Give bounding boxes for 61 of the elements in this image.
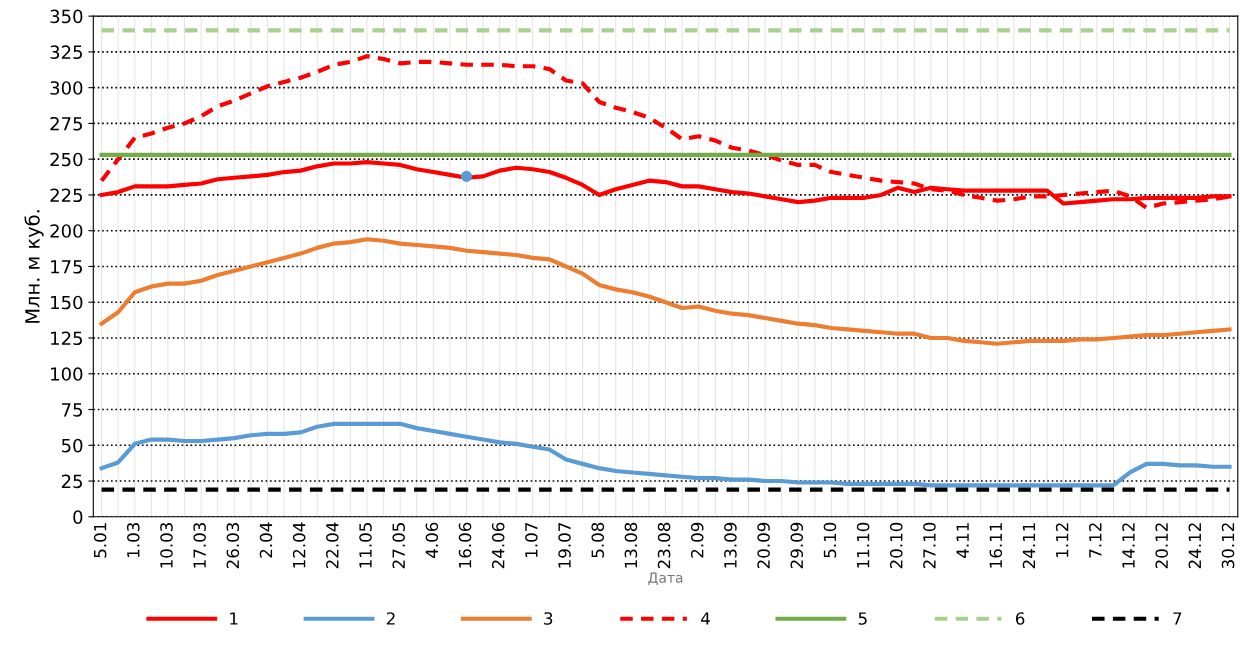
y-tick-label: 25	[61, 474, 82, 489]
x-tick-label: 13.09	[724, 522, 737, 568]
y-tick-label: 300	[50, 81, 83, 95]
y-tick-label: 275	[50, 116, 82, 131]
x-tick-label: 30.12	[1221, 523, 1235, 569]
x-tick-label: 4.06	[425, 522, 439, 558]
x-tick-label: 2.09	[690, 522, 704, 558]
legend-label: 5	[858, 612, 867, 625]
x-tick-label: 20.12	[1155, 523, 1168, 569]
legend-label: 7	[1173, 612, 1182, 625]
x-tick-label: 11.05	[359, 523, 372, 568]
x-tick-label: 27.05	[392, 523, 405, 569]
legend-label: 1	[230, 612, 238, 625]
y-tick-label: 250	[50, 152, 83, 167]
x-tick-label: 20.09	[757, 522, 770, 569]
x-tick-label: 13.08	[624, 522, 638, 568]
legend-label: 6	[1015, 612, 1025, 625]
x-tick-label: 5.10	[823, 522, 837, 558]
x-tick-label: 17.03	[193, 523, 206, 568]
y-axis-title: Млн. м куб.	[24, 210, 44, 323]
x-tick-label: 1.07	[525, 523, 538, 557]
x-tick-label: 12.04	[292, 522, 306, 568]
legend-label: 4	[701, 612, 710, 625]
x-tick-label: 1.12	[1055, 523, 1069, 557]
x-tick-label: 10.03	[160, 523, 173, 568]
x-tick-label: 26.03	[226, 523, 240, 569]
y-tick-label: 75	[62, 403, 82, 417]
x-tick-label: 16.06	[458, 522, 472, 568]
y-tick-label: 100	[51, 367, 83, 381]
x-tick-label: 5.08	[591, 522, 605, 558]
y-tick-label: 225	[50, 188, 82, 203]
x-tick-label: 5.01	[93, 523, 107, 558]
y-tick-label: 175	[51, 260, 82, 274]
x-tick-label: 23.08	[657, 522, 671, 569]
x-tick-label: 24.11	[1022, 523, 1036, 569]
x-tick-label: 1.03	[127, 523, 140, 557]
x-tick-label: 27.10	[923, 522, 936, 569]
line-series	[99, 237, 1232, 346]
x-tick-label: 16.11	[989, 523, 1003, 568]
x-tick-label: 2.04	[259, 522, 273, 558]
y-tick-label: 0	[73, 510, 83, 524]
x-tick-label: 7.12	[1089, 523, 1102, 558]
y-tick-label: 125	[51, 331, 82, 346]
x-tick-label: 20.10	[889, 522, 903, 569]
x-tick-label: 14.12	[1122, 523, 1135, 568]
x-tick-label: 24.12	[1188, 523, 1201, 569]
y-tick-label: 50	[62, 438, 83, 453]
x-tick-label: 29.09	[790, 522, 804, 569]
x-tick-label: 24.06	[491, 522, 505, 569]
legend-label: 2	[386, 612, 395, 625]
y-tick-label: 150	[51, 295, 83, 310]
line-series	[99, 421, 1232, 488]
x-tick-label: 11.10	[856, 522, 870, 568]
y-tick-label: 200	[50, 224, 83, 238]
y-tick-label: 325	[50, 45, 82, 60]
x-tick-label: 22.04	[326, 522, 339, 569]
legend-label: 3	[544, 612, 553, 625]
x-tick-label: 4.11	[956, 523, 969, 558]
x-tick-label: 19.07	[558, 523, 571, 568]
x-axis-title: Дата	[648, 572, 683, 585]
y-tick-label: 350	[50, 9, 83, 24]
